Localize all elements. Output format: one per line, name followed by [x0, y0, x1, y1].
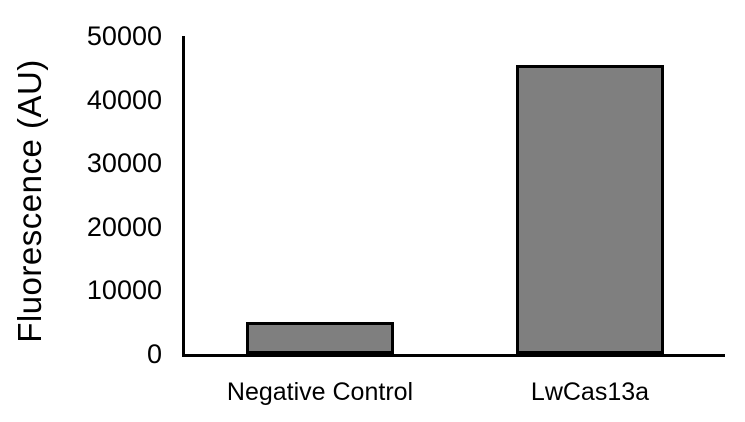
plot-area: [182, 36, 725, 357]
y-tick-label: 0: [146, 339, 162, 369]
y-axis-title: Fluorescence (AU): [11, 59, 48, 343]
y-tick-label: 40000: [86, 84, 162, 115]
x-category-label: Negative Control: [226, 378, 414, 406]
y-tick-label: 10000: [86, 275, 162, 306]
y-tick-label: 20000: [86, 211, 162, 242]
bar-lwcas13a: [516, 65, 664, 354]
y-tick-label: 50000: [86, 21, 162, 51]
y-tick-label: 30000: [86, 148, 162, 179]
bar-negative-control: [246, 322, 394, 354]
x-category-label: LwCas13a: [530, 378, 650, 406]
